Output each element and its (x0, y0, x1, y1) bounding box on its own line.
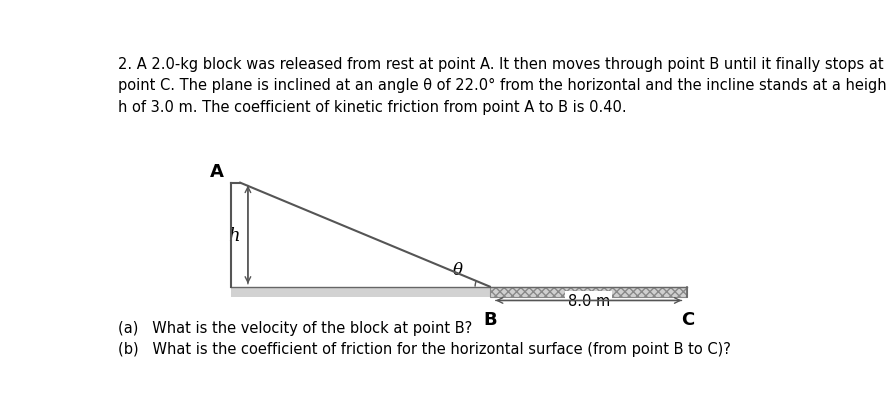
Text: (a)   What is the velocity of the block at point B?: (a) What is the velocity of the block at… (119, 320, 473, 335)
Text: (b)   What is the coefficient of friction for the horizontal surface (from point: (b) What is the coefficient of friction … (119, 341, 731, 356)
Text: A: A (210, 162, 224, 180)
Text: 8.0 m: 8.0 m (568, 293, 610, 308)
Text: θ: θ (452, 261, 462, 278)
Bar (231, 287, 490, 297)
Text: C: C (680, 311, 694, 329)
Bar (490, 287, 688, 297)
Text: B: B (483, 311, 497, 329)
Text: 2. A 2.0-kg block was released from rest at point A. It then moves through point: 2. A 2.0-kg block was released from rest… (119, 57, 886, 114)
Text: h: h (229, 226, 240, 244)
